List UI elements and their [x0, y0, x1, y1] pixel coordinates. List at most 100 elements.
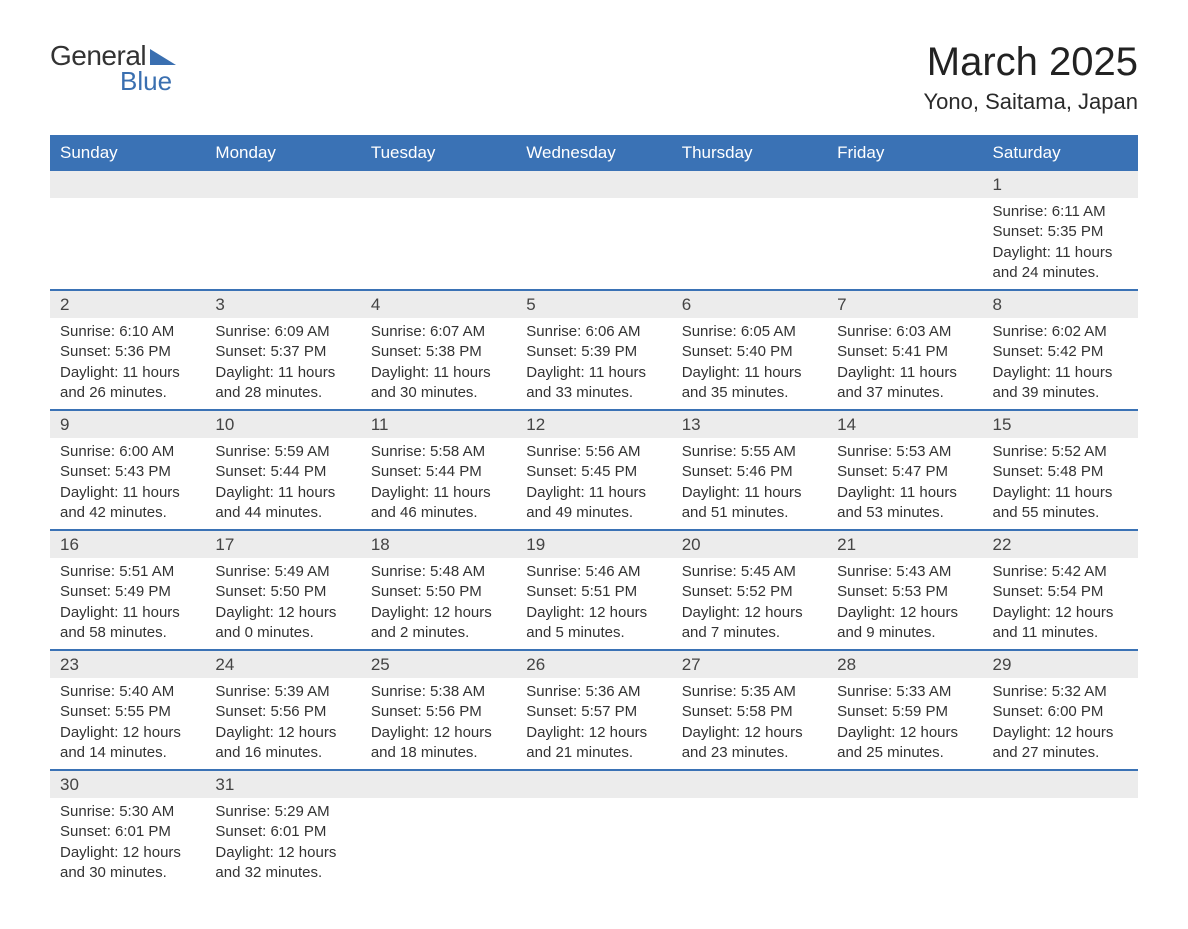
- day-line: Daylight: 11 hours and 53 minutes.: [837, 483, 972, 524]
- day-header: Sunday: [50, 135, 205, 171]
- day-content: Sunrise: 5:42 AMSunset: 5:54 PMDaylight:…: [983, 558, 1138, 649]
- day-line: Sunset: 5:44 PM: [215, 462, 350, 482]
- day-header: Monday: [205, 135, 360, 171]
- day-content: Sunrise: 5:55 AMSunset: 5:46 PMDaylight:…: [672, 438, 827, 529]
- day-line: Daylight: 11 hours and 55 minutes.: [993, 483, 1128, 524]
- day-line: Sunrise: 6:02 AM: [993, 322, 1128, 342]
- day-line: Sunrise: 5:53 AM: [837, 442, 972, 462]
- day-cell: Sunrise: 6:02 AMSunset: 5:42 PMDaylight:…: [983, 318, 1138, 410]
- day-line: Daylight: 12 hours and 11 minutes.: [993, 603, 1128, 644]
- day-content: Sunrise: 5:30 AMSunset: 6:01 PMDaylight:…: [50, 798, 205, 889]
- day-content: Sunrise: 6:05 AMSunset: 5:40 PMDaylight:…: [672, 318, 827, 409]
- day-line: Sunset: 5:50 PM: [215, 582, 350, 602]
- day-line: Sunrise: 5:59 AM: [215, 442, 350, 462]
- day-cell: Sunrise: 5:42 AMSunset: 5:54 PMDaylight:…: [983, 558, 1138, 650]
- week-number-row: 23242526272829: [50, 650, 1138, 678]
- day-line: Daylight: 11 hours and 26 minutes.: [60, 363, 195, 404]
- week-content-row: Sunrise: 6:00 AMSunset: 5:43 PMDaylight:…: [50, 438, 1138, 530]
- day-content: Sunrise: 5:33 AMSunset: 5:59 PMDaylight:…: [827, 678, 982, 769]
- day-line: Sunrise: 5:42 AM: [993, 562, 1128, 582]
- day-cell: Sunrise: 5:39 AMSunset: 5:56 PMDaylight:…: [205, 678, 360, 770]
- day-cell: Sunrise: 6:07 AMSunset: 5:38 PMDaylight:…: [361, 318, 516, 410]
- day-content: Sunrise: 5:52 AMSunset: 5:48 PMDaylight:…: [983, 438, 1138, 529]
- day-line: Daylight: 11 hours and 37 minutes.: [837, 363, 972, 404]
- day-line: Daylight: 12 hours and 27 minutes.: [993, 723, 1128, 764]
- day-content: Sunrise: 5:35 AMSunset: 5:58 PMDaylight:…: [672, 678, 827, 769]
- day-line: Daylight: 11 hours and 46 minutes.: [371, 483, 506, 524]
- day-line: Sunrise: 5:51 AM: [60, 562, 195, 582]
- day-content: Sunrise: 5:46 AMSunset: 5:51 PMDaylight:…: [516, 558, 671, 649]
- day-line: Sunrise: 5:39 AM: [215, 682, 350, 702]
- day-number: 15: [983, 411, 1138, 438]
- day-cell: [361, 198, 516, 290]
- day-content: Sunrise: 6:00 AMSunset: 5:43 PMDaylight:…: [50, 438, 205, 529]
- day-cell: Sunrise: 5:49 AMSunset: 5:50 PMDaylight:…: [205, 558, 360, 650]
- day-line: Daylight: 11 hours and 35 minutes.: [682, 363, 817, 404]
- day-cell: Sunrise: 5:29 AMSunset: 6:01 PMDaylight:…: [205, 798, 360, 889]
- day-content: Sunrise: 5:32 AMSunset: 6:00 PMDaylight:…: [983, 678, 1138, 769]
- day-line: Sunrise: 5:43 AM: [837, 562, 972, 582]
- week-number-row: 9101112131415: [50, 410, 1138, 438]
- day-number: [361, 771, 516, 798]
- day-header: Wednesday: [516, 135, 671, 171]
- day-number: [983, 771, 1138, 798]
- day-line: Daylight: 11 hours and 44 minutes.: [215, 483, 350, 524]
- day-line: Daylight: 12 hours and 5 minutes.: [526, 603, 661, 644]
- day-line: Sunset: 5:47 PM: [837, 462, 972, 482]
- day-header: Thursday: [672, 135, 827, 171]
- day-content: Sunrise: 6:06 AMSunset: 5:39 PMDaylight:…: [516, 318, 671, 409]
- week-content-row: Sunrise: 6:10 AMSunset: 5:36 PMDaylight:…: [50, 318, 1138, 410]
- day-header: Tuesday: [361, 135, 516, 171]
- day-line: Sunset: 5:44 PM: [371, 462, 506, 482]
- day-line: Daylight: 12 hours and 2 minutes.: [371, 603, 506, 644]
- day-content: Sunrise: 5:36 AMSunset: 5:57 PMDaylight:…: [516, 678, 671, 769]
- day-number: 24: [205, 651, 360, 678]
- day-number: 19: [516, 531, 671, 558]
- day-number: 29: [983, 651, 1138, 678]
- week-content-row: Sunrise: 6:11 AMSunset: 5:35 PMDaylight:…: [50, 198, 1138, 290]
- day-line: Daylight: 12 hours and 18 minutes.: [371, 723, 506, 764]
- week-number-row: 16171819202122: [50, 530, 1138, 558]
- day-content: [827, 798, 982, 808]
- day-line: Daylight: 12 hours and 16 minutes.: [215, 723, 350, 764]
- week-number-row: 2345678: [50, 290, 1138, 318]
- day-number: 18: [361, 531, 516, 558]
- day-cell: Sunrise: 5:30 AMSunset: 6:01 PMDaylight:…: [50, 798, 205, 889]
- day-number: [672, 771, 827, 798]
- day-cell: Sunrise: 6:00 AMSunset: 5:43 PMDaylight:…: [50, 438, 205, 530]
- day-line: Sunrise: 5:56 AM: [526, 442, 661, 462]
- day-content: [516, 798, 671, 808]
- day-line: Sunrise: 5:40 AM: [60, 682, 195, 702]
- day-line: Sunset: 5:54 PM: [993, 582, 1128, 602]
- day-cell: [983, 798, 1138, 889]
- day-number: [50, 171, 205, 198]
- day-number: 14: [827, 411, 982, 438]
- day-line: Sunset: 5:56 PM: [215, 702, 350, 722]
- day-line: Sunset: 5:50 PM: [371, 582, 506, 602]
- day-line: Daylight: 12 hours and 21 minutes.: [526, 723, 661, 764]
- day-line: Sunrise: 5:38 AM: [371, 682, 506, 702]
- day-number: 23: [50, 651, 205, 678]
- day-number: 6: [672, 291, 827, 318]
- day-content: Sunrise: 6:10 AMSunset: 5:36 PMDaylight:…: [50, 318, 205, 409]
- day-content: Sunrise: 6:03 AMSunset: 5:41 PMDaylight:…: [827, 318, 982, 409]
- day-content: [672, 798, 827, 808]
- day-content: Sunrise: 6:11 AMSunset: 5:35 PMDaylight:…: [983, 198, 1138, 289]
- day-line: Sunset: 5:59 PM: [837, 702, 972, 722]
- day-line: Sunset: 5:56 PM: [371, 702, 506, 722]
- day-cell: [361, 798, 516, 889]
- day-cell: Sunrise: 6:11 AMSunset: 5:35 PMDaylight:…: [983, 198, 1138, 290]
- day-line: Sunrise: 6:07 AM: [371, 322, 506, 342]
- day-content: Sunrise: 5:39 AMSunset: 5:56 PMDaylight:…: [205, 678, 360, 769]
- day-cell: Sunrise: 6:05 AMSunset: 5:40 PMDaylight:…: [672, 318, 827, 410]
- week-content-row: Sunrise: 5:51 AMSunset: 5:49 PMDaylight:…: [50, 558, 1138, 650]
- day-line: Sunrise: 6:06 AM: [526, 322, 661, 342]
- day-line: Sunrise: 5:30 AM: [60, 802, 195, 822]
- day-line: Daylight: 12 hours and 30 minutes.: [60, 843, 195, 884]
- day-number: 25: [361, 651, 516, 678]
- day-number: 20: [672, 531, 827, 558]
- day-number: 21: [827, 531, 982, 558]
- day-cell: Sunrise: 5:32 AMSunset: 6:00 PMDaylight:…: [983, 678, 1138, 770]
- day-content: Sunrise: 5:53 AMSunset: 5:47 PMDaylight:…: [827, 438, 982, 529]
- day-cell: [50, 198, 205, 290]
